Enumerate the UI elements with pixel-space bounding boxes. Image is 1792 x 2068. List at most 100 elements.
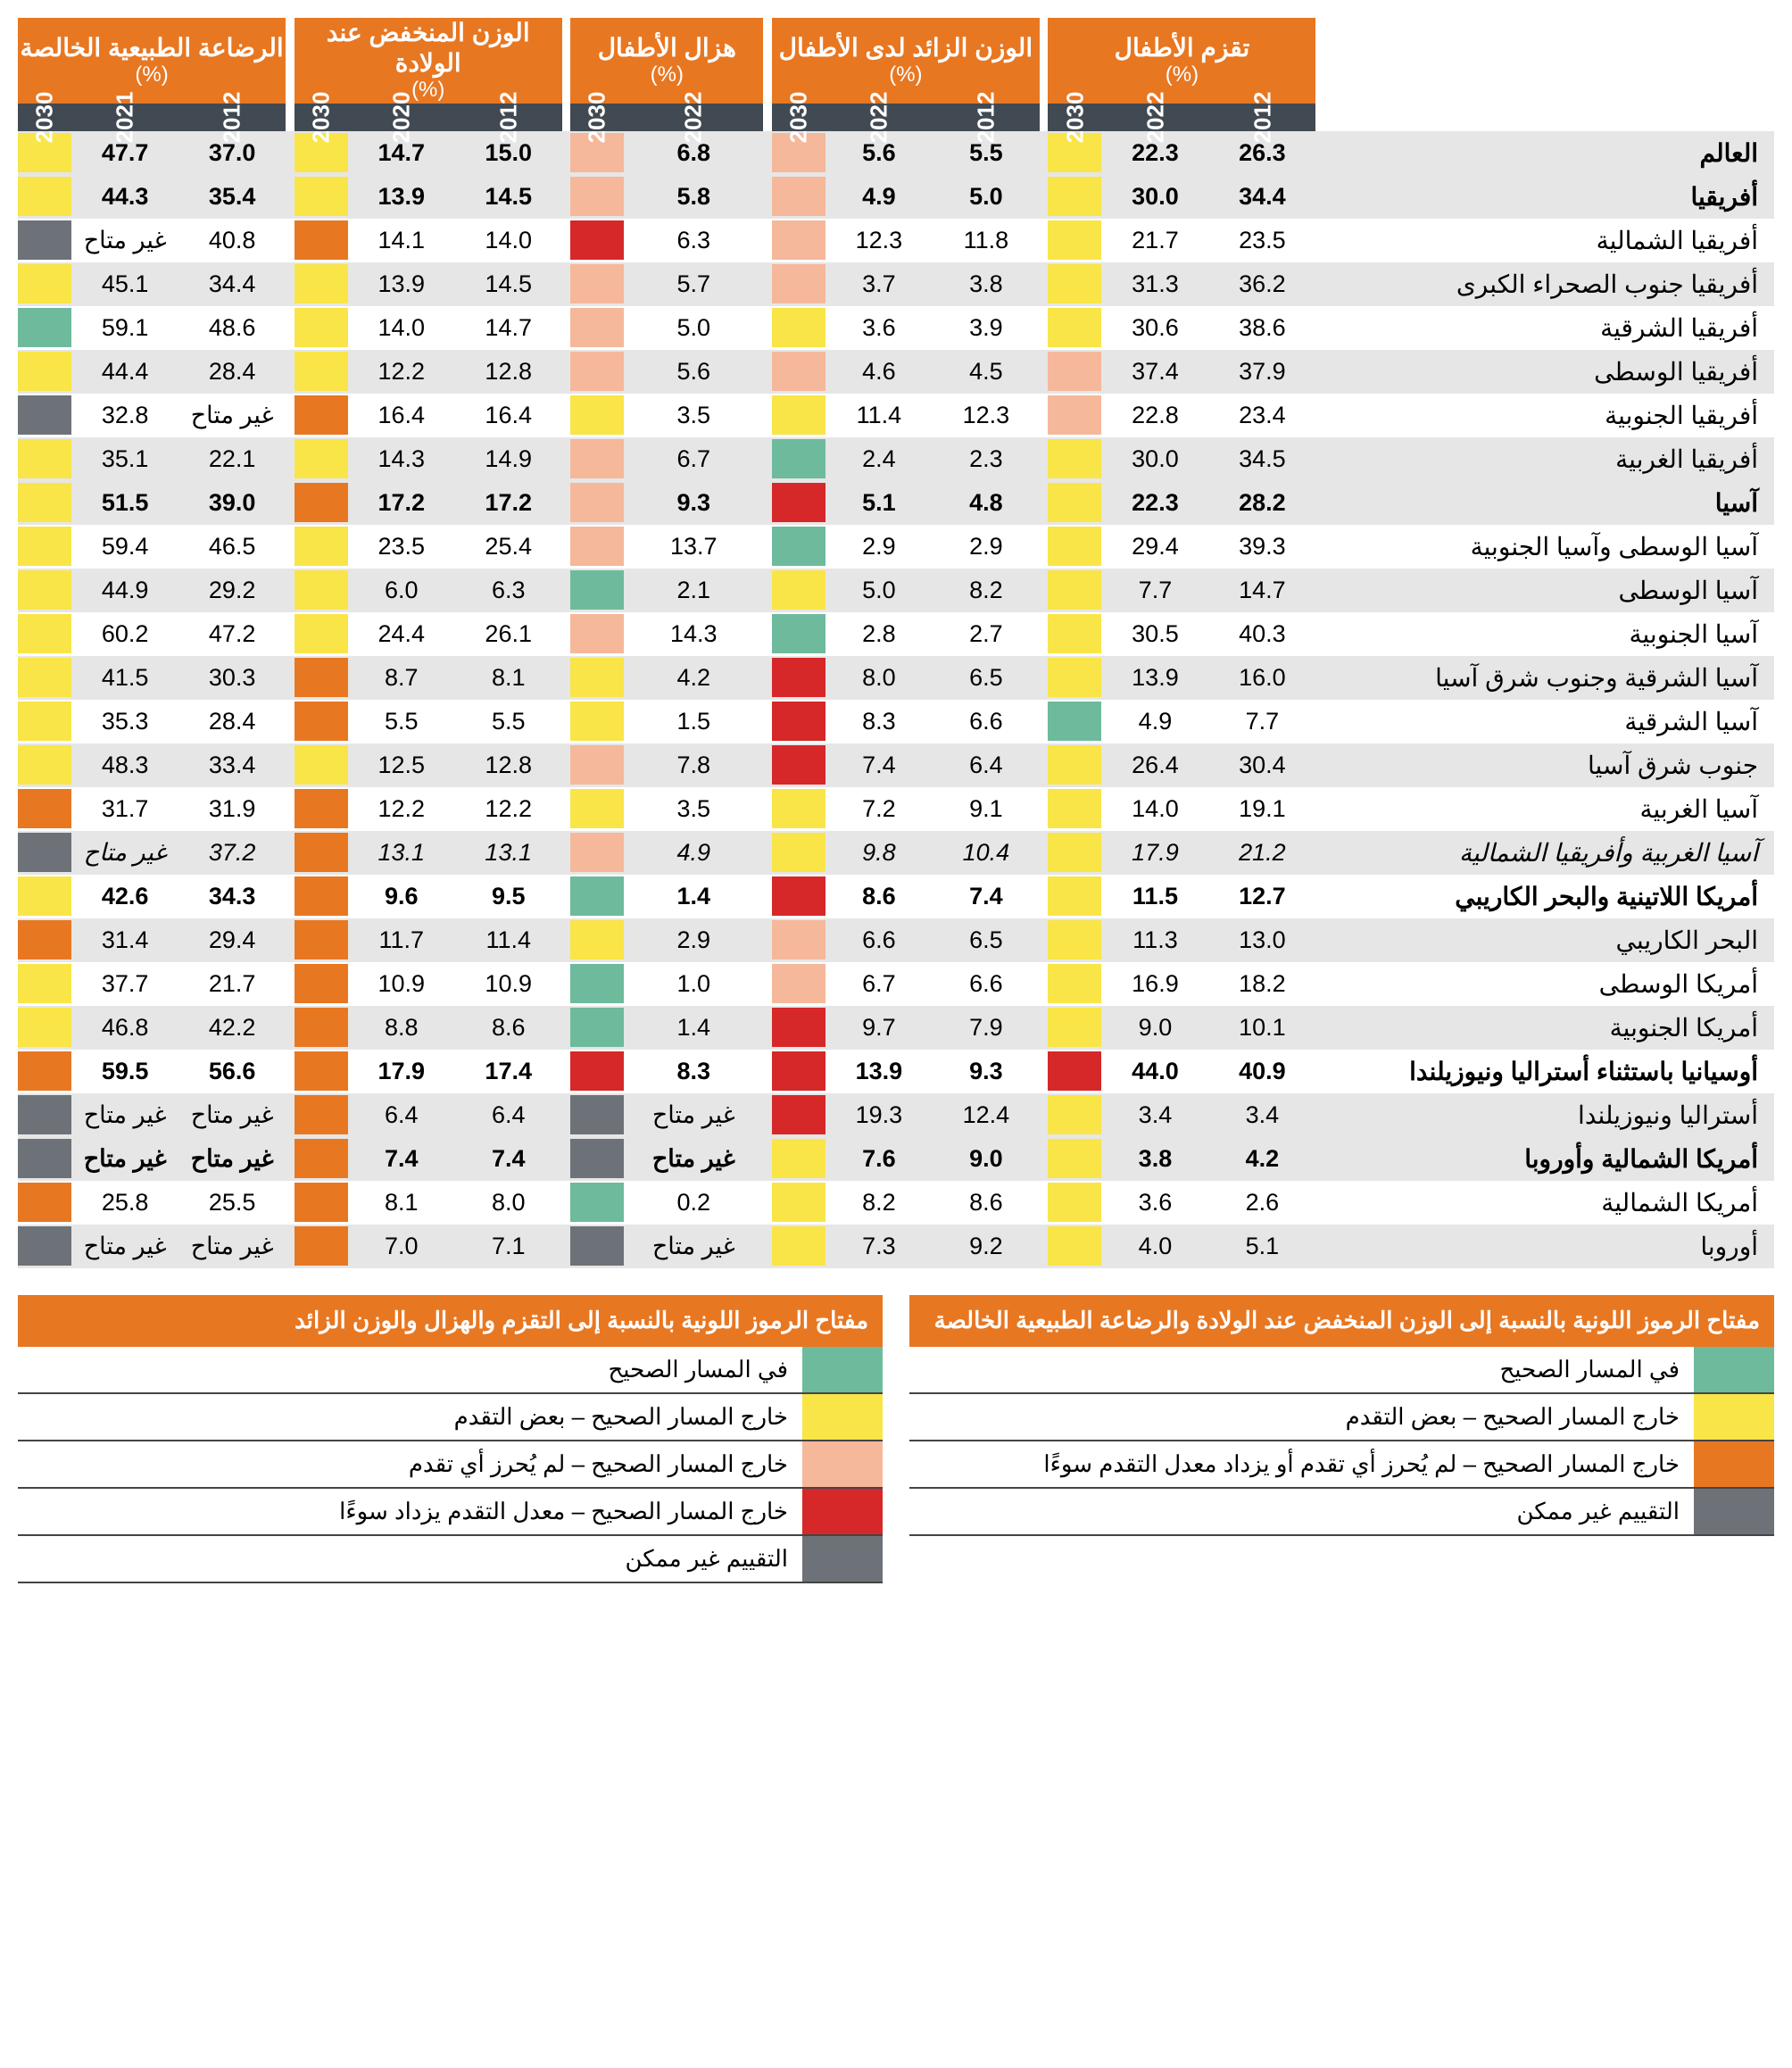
data-cell: 4.9 [624,831,763,875]
data-cell: 12.8 [455,743,562,787]
status-chip [1048,1181,1101,1225]
data-cell: 14.3 [348,437,455,481]
table-row: جنوب شرق آسيا30.426.46.47.47.812.812.533… [18,743,1774,787]
data-cell: 37.7 [71,962,178,1006]
legend-label: في المسار الصحيح [18,1347,802,1392]
data-cell: 39.3 [1208,525,1315,569]
legend-swatch [1694,1394,1774,1440]
status-chip [1048,394,1101,437]
status-chip [295,525,348,569]
table-row: أمريكا اللاتينية والبحر الكاريبي12.711.5… [18,875,1774,918]
region-name: أوسيانيا باستثناء أستراليا ونيوزيلندا [1324,1050,1774,1093]
status-chip [18,262,71,306]
data-cell: 31.9 [178,787,286,831]
status-chip [295,219,348,262]
data-cell: 6.4 [933,743,1040,787]
status-chip [18,787,71,831]
status-chip [295,743,348,787]
status-chip [570,875,624,918]
status-chip [1048,743,1101,787]
data-cell: 12.2 [348,787,455,831]
status-chip [18,394,71,437]
table-row: أفريقيا جنوب الصحراء الكبرى36.231.33.83.… [18,262,1774,306]
status-chip [570,219,624,262]
data-cell: 22.1 [178,437,286,481]
table-row: أفريقيا الغربية34.530.02.32.46.714.914.3… [18,437,1774,481]
data-cell: 1.0 [624,962,763,1006]
data-cell: 6.7 [825,962,933,1006]
hdr-overweight: الوزن الزائد لدى الأطفال(%) [772,18,1040,104]
data-cell: 14.1 [348,219,455,262]
data-cell: 3.9 [933,306,1040,350]
data-cell: 59.4 [71,525,178,569]
status-chip [295,918,348,962]
legend-label: خارج المسار الصحيح – معدل التقدم يزداد س… [18,1489,802,1534]
data-cell: 9.6 [348,875,455,918]
data-cell: 8.0 [825,656,933,700]
data-cell: 4.2 [624,656,763,700]
region-name: البحر الكاريبي [1324,918,1774,962]
data-cell: 14.0 [455,219,562,262]
data-cell: 7.4 [825,743,933,787]
status-chip [772,437,825,481]
region-name: آسيا الشرقية وجنوب شرق آسيا [1324,656,1774,700]
table-row: آسيا الشرقية وجنوب شرق آسيا16.013.96.58.… [18,656,1774,700]
status-chip [18,481,71,525]
table-row: البحر الكاريبي13.011.36.56.62.911.411.72… [18,918,1774,962]
status-chip [18,656,71,700]
data-cell: 47.2 [178,612,286,656]
status-chip [570,306,624,350]
status-chip [570,918,624,962]
data-cell: 14.5 [455,262,562,306]
data-cell: 32.8 [71,394,178,437]
data-cell: 16.0 [1208,656,1315,700]
status-chip [1048,569,1101,612]
status-chip [18,1050,71,1093]
table-row: أمريكا الجنوبية10.19.07.99.71.48.68.842.… [18,1006,1774,1050]
data-cell: 3.5 [624,394,763,437]
region-name: أمريكا الوسطى [1324,962,1774,1006]
data-cell: 25.5 [178,1181,286,1225]
data-cell: 9.3 [933,1050,1040,1093]
status-chip [570,262,624,306]
data-cell: 8.7 [348,656,455,700]
status-chip [295,1137,348,1181]
status-chip [570,962,624,1006]
status-chip [295,656,348,700]
data-cell: 9.2 [933,1225,1040,1268]
data-cell: 21.7 [178,962,286,1006]
data-cell: 6.4 [348,1093,455,1137]
data-cell: 33.4 [178,743,286,787]
legend-label: خارج المسار الصحيح – بعض التقدم [18,1394,802,1440]
status-chip [570,1006,624,1050]
data-cell: 34.5 [1208,437,1315,481]
data-cell: 30.5 [1101,612,1208,656]
data-cell: 8.8 [348,1006,455,1050]
data-cell: 25.4 [455,525,562,569]
data-cell: 1.4 [624,875,763,918]
data-cell: 10.1 [1208,1006,1315,1050]
status-chip [1048,1225,1101,1268]
hdr-wasting: هزال الأطفال(%) [570,18,763,104]
data-cell: 44.0 [1101,1050,1208,1093]
data-cell: 17.2 [455,481,562,525]
legend-swatch [802,1347,883,1392]
status-chip [570,525,624,569]
data-cell: 12.4 [933,1093,1040,1137]
status-chip [1048,1093,1101,1137]
legend-stunting-wasting-overweight: مفتاح الرموز اللونية بالنسبة إلى التقزم … [18,1295,883,1583]
status-chip [18,437,71,481]
status-chip [570,612,624,656]
data-cell: 13.9 [348,175,455,219]
data-cell: 9.7 [825,1006,933,1050]
data-cell: 34.4 [178,262,286,306]
status-chip [1048,1050,1101,1093]
data-cell: 7.4 [348,1137,455,1181]
data-cell: 2.4 [825,437,933,481]
data-cell: 23.5 [1208,219,1315,262]
data-cell: 48.6 [178,306,286,350]
legend-swatch [1694,1441,1774,1487]
data-cell: 8.1 [455,656,562,700]
table-row: آسيا الغربية19.114.09.17.23.512.212.231.… [18,787,1774,831]
data-cell: 6.5 [933,918,1040,962]
